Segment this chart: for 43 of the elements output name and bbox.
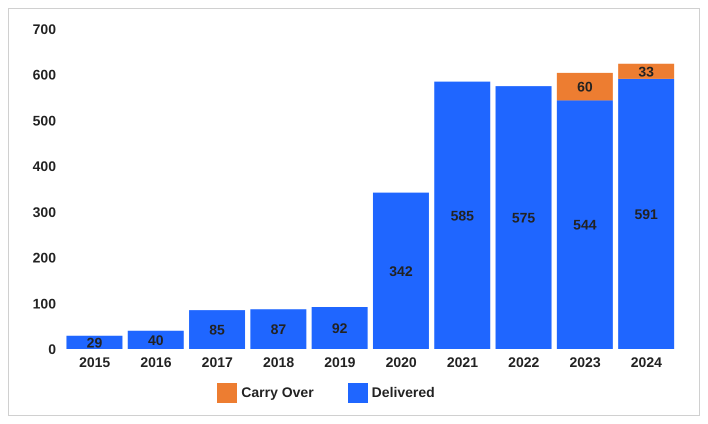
x-tick-label: 2021 bbox=[446, 354, 478, 370]
data-label: 85 bbox=[209, 322, 226, 338]
data-label: 544 bbox=[573, 216, 597, 233]
x-tick-label: 2017 bbox=[202, 354, 234, 370]
y-tick-label: 0 bbox=[48, 340, 56, 357]
x-tick-label: 2019 bbox=[324, 354, 356, 370]
y-tick-label: 700 bbox=[32, 20, 56, 37]
data-label: 60 bbox=[577, 78, 593, 95]
bar bbox=[250, 309, 306, 349]
data-label: 33 bbox=[638, 63, 654, 80]
data-label: 575 bbox=[512, 210, 536, 226]
x-tick-label: 2015 bbox=[79, 354, 110, 370]
x-tick-label: 2023 bbox=[569, 354, 601, 370]
data-label: 40 bbox=[148, 332, 164, 348]
y-tick-label: 300 bbox=[32, 204, 56, 220]
y-tick-label: 600 bbox=[32, 66, 56, 83]
data-label: 585 bbox=[450, 207, 474, 224]
bar bbox=[618, 78, 674, 349]
data-label: 87 bbox=[270, 321, 286, 338]
bar bbox=[312, 306, 368, 349]
x-tick-label: 2024 bbox=[630, 354, 662, 370]
y-tick-label: 400 bbox=[32, 158, 56, 174]
bar bbox=[618, 64, 674, 79]
y-tick-label: 100 bbox=[32, 295, 56, 312]
bar bbox=[372, 192, 429, 349]
data-label: 92 bbox=[332, 320, 348, 336]
legend-label: Carry Over bbox=[241, 384, 314, 400]
bar bbox=[556, 100, 613, 349]
y-tick-label: 200 bbox=[32, 250, 56, 266]
data-label: 342 bbox=[389, 262, 413, 279]
y-tick-label: 500 bbox=[32, 112, 56, 128]
x-tick-label: 2020 bbox=[386, 354, 417, 370]
legend-label: Delivered bbox=[372, 384, 435, 400]
data-label: 591 bbox=[634, 206, 658, 222]
x-tick-label: 2018 bbox=[262, 354, 294, 370]
bar bbox=[556, 72, 613, 100]
data-label: 29 bbox=[86, 334, 102, 350]
bar bbox=[128, 330, 184, 349]
bar bbox=[434, 82, 490, 349]
bar bbox=[496, 86, 552, 349]
x-tick-label: 2016 bbox=[140, 354, 172, 370]
x-tick-label: 2022 bbox=[508, 354, 540, 370]
bar bbox=[189, 310, 246, 349]
